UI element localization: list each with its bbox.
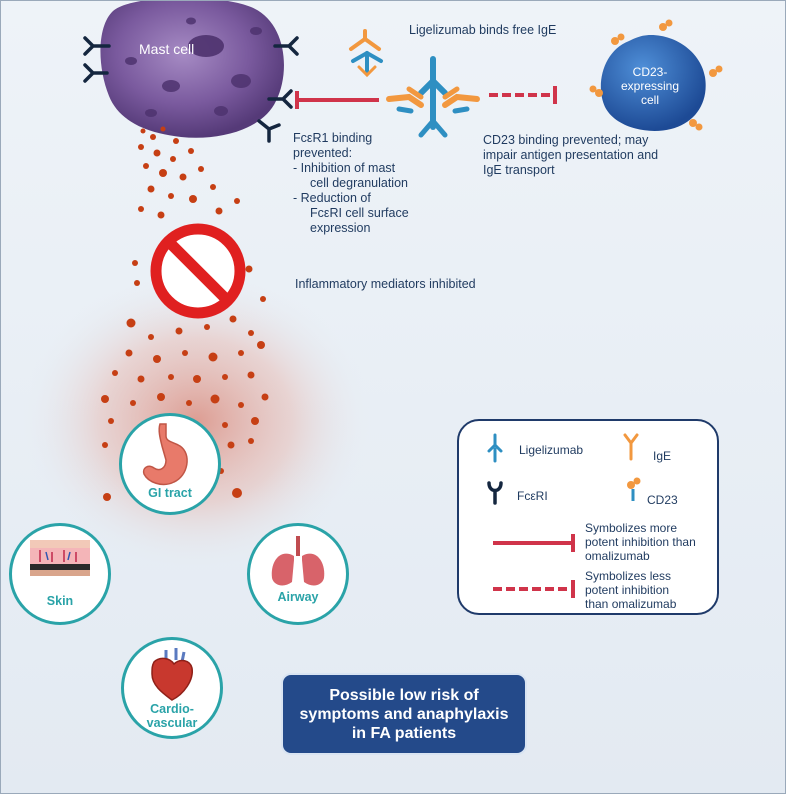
legend-fceri: FcεRI [517, 489, 548, 503]
dashed-inhibition-legend-icon [493, 580, 575, 598]
legend: Ligelizumab IgE FcεRI CD23 Symbolizes mo… [457, 419, 719, 615]
stomach-icon [142, 423, 188, 486]
legend-less-line1: Symbolizes less [585, 569, 672, 583]
cd23-effects-line3: IgE transport [483, 163, 555, 177]
legend-more-line1: Symbolizes more [585, 521, 678, 535]
fcer1-item1-line2: cell degranulation [310, 176, 408, 190]
cd23-cell-label-line1: CD23- [632, 65, 668, 79]
cd23-cell-label-line3: cell [640, 93, 659, 107]
fceri-legend-icon [487, 481, 503, 505]
legend-less-potent: Symbolizes less potent inhibition than o… [585, 569, 676, 611]
fcer1-item1-line1: - Inhibition of mast [293, 161, 396, 175]
organ-airway: Airway [247, 523, 349, 625]
cd23-effects-line2: impair antigen presentation and [483, 148, 659, 162]
conclusion-box: Possible low risk of symptoms and anaphy… [281, 673, 527, 755]
mast-cell [100, 1, 284, 138]
organ-gi-tract: GI tract [119, 413, 221, 515]
mediators-label: Inflammatory mediators inhibited [295, 277, 476, 291]
legend-ligelizumab: Ligelizumab [519, 443, 584, 457]
ligelizumab-ige-complex [386, 56, 480, 138]
cd23-cell [589, 19, 723, 131]
gi-tract-label: GI tract [148, 486, 192, 500]
cd23-effects: CD23 binding prevented; may impair antig… [483, 133, 658, 178]
legend-more-line2: potent inhibition than [585, 535, 696, 549]
legend-more-line3: omalizumab [585, 549, 650, 563]
skin-layers-icon [30, 540, 90, 576]
heart-icon [151, 648, 193, 701]
fcer1-item2-line1: - Reduction of [293, 191, 371, 205]
legend-less-line3: than omalizumab [585, 597, 677, 611]
fcer1-item2-line3: expression [310, 221, 371, 235]
ige-legend-icon [623, 433, 639, 461]
skin-label: Skin [46, 594, 74, 608]
cardiovascular-label: Cardio- vascular [124, 702, 220, 730]
airway-label: Airway [277, 590, 319, 604]
conclusion-text: Possible low risk of symptoms and anaphy… [299, 686, 509, 742]
organ-skin: Skin [9, 523, 111, 625]
legend-ige: IgE [653, 449, 672, 463]
fcer1-effects: FcεR1 binding prevented: - Inhibition of… [293, 131, 409, 236]
prohibited-icon [150, 223, 246, 319]
legend-less-line2: potent inhibition [585, 583, 670, 597]
fcer1-heading-line2: prevented: [293, 146, 353, 160]
fceri-receptors [83, 36, 299, 143]
inhibition-line-dashed [489, 86, 557, 104]
fcer1-heading-line1: FcεR1 binding [293, 131, 373, 145]
cd23-cell-label: CD23- expressing cell [613, 65, 687, 107]
legend-symbols [487, 433, 641, 598]
ligelizumab-legend-icon [487, 433, 503, 463]
fcer1-item2-line2: FcεRI cell surface [310, 206, 409, 220]
mast-cell-label: Mast cell [139, 41, 195, 57]
cd23-legend-icon [627, 477, 641, 501]
legend-cd23: CD23 [647, 493, 678, 507]
ligelizumab-ige-complex-small [349, 29, 383, 78]
inhibition-line-solid [295, 91, 379, 109]
solid-inhibition-legend-icon [493, 534, 575, 552]
ligelizumab-binds-label: Ligelizumab binds free IgE [409, 23, 557, 37]
legend-more-potent: Symbolizes more potent inhibition than o… [585, 521, 696, 563]
cardio-line2: vascular [146, 716, 198, 730]
cd23-effects-line1: CD23 binding prevented; may [483, 133, 649, 147]
organ-cardiovascular: Cardio- vascular [121, 637, 223, 739]
cardio-line1: Cardio- [150, 702, 194, 716]
released-granules [101, 126, 269, 501]
lungs-icon [271, 536, 325, 586]
cd23-cell-label-line2: expressing [620, 79, 680, 93]
